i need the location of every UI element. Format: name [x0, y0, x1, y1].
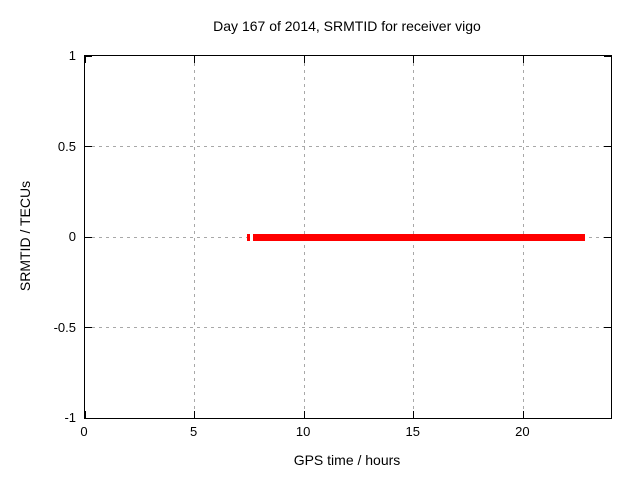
- x-tick-mark: [194, 411, 196, 418]
- x-tick-mark-top: [194, 56, 196, 63]
- x-tick-mark: [522, 411, 524, 418]
- x-tick-mark-top: [84, 56, 86, 63]
- x-tick-mark-top: [522, 56, 524, 63]
- x-tick-mark: [413, 411, 415, 418]
- y-tick-mark-right: [604, 236, 611, 238]
- x-tick-mark-top: [303, 56, 305, 63]
- grid-line-horizontal: [85, 327, 611, 328]
- y-tick-mark: [85, 417, 92, 419]
- y-tick-mark-right: [604, 55, 611, 57]
- y-tick-mark: [85, 236, 92, 238]
- y-tick-mark: [85, 146, 92, 147]
- y-tick-mark-right: [604, 327, 611, 328]
- y-tick-label: -0.5: [53, 319, 76, 335]
- x-tick-label: 15: [405, 424, 420, 439]
- y-tick-mark-right: [604, 146, 611, 147]
- x-tick-mark: [84, 411, 86, 418]
- x-tick-label: 10: [295, 424, 311, 439]
- x-tick-mark-top: [413, 56, 415, 63]
- x-tick-label: 20: [515, 424, 530, 439]
- y-tick-mark: [85, 327, 92, 328]
- y-tick-mark-right: [604, 417, 611, 419]
- y-tick-label: 0: [68, 229, 76, 244]
- grid-line-horizontal: [85, 146, 611, 147]
- x-tick-mark: [303, 411, 305, 418]
- y-tick-label: 1: [68, 48, 76, 63]
- y-tick-label: -1: [64, 410, 76, 425]
- plot-area: [84, 55, 612, 419]
- x-axis-label: GPS time / hours: [293, 452, 401, 468]
- chart-title: Day 167 of 2014, SRMTID for receiver vig…: [213, 18, 481, 34]
- x-tick-label: 0: [80, 424, 88, 439]
- y-tick-mark: [85, 55, 92, 57]
- series-line-srmtid: [253, 233, 585, 241]
- series-line-srmtid: [247, 233, 251, 241]
- x-tick-label: 5: [189, 424, 198, 439]
- y-tick-label: 0.5: [57, 138, 76, 154]
